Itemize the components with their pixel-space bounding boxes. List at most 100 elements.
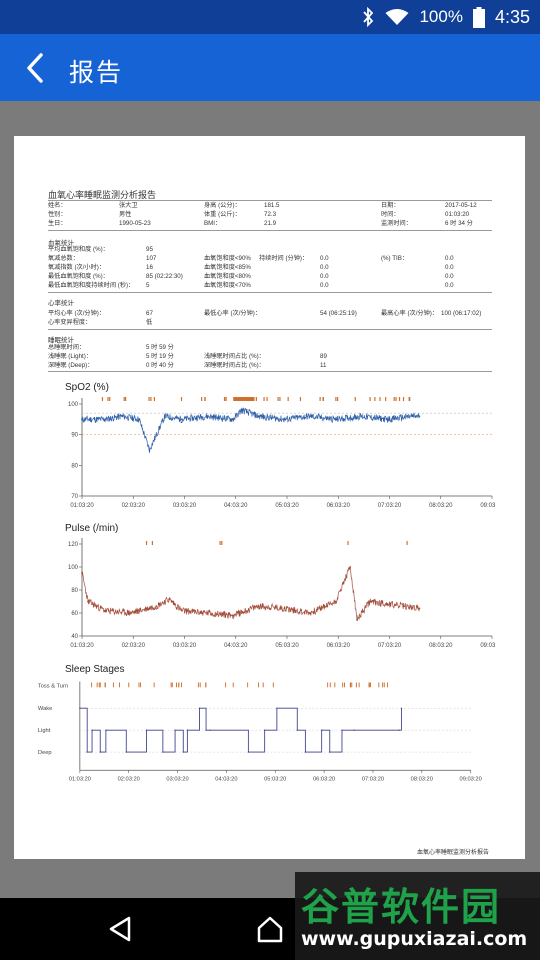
sleep-light-label: 浅睡眠 (Light)： bbox=[48, 353, 93, 360]
stat-value: 0.0 bbox=[445, 255, 454, 262]
nav-home-button[interactable] bbox=[240, 898, 300, 960]
data-point bbox=[155, 605, 158, 607]
data-point bbox=[148, 449, 151, 451]
data-point bbox=[418, 415, 421, 418]
stat-value: 85 (02:22:30) bbox=[146, 273, 183, 280]
data-point bbox=[91, 729, 93, 731]
data-point bbox=[411, 415, 414, 418]
nav-back-button[interactable] bbox=[90, 898, 150, 960]
event-mark bbox=[342, 682, 344, 688]
event-mark bbox=[151, 541, 154, 545]
data-point bbox=[105, 729, 107, 731]
stat-value: 0.0 bbox=[320, 282, 329, 289]
divider bbox=[48, 329, 492, 330]
time-value: 01:03:20 bbox=[445, 211, 470, 218]
event-mark bbox=[374, 397, 376, 401]
x-tick-label: 03:03:20 bbox=[173, 643, 197, 649]
event-mark bbox=[98, 682, 100, 688]
event-mark bbox=[337, 397, 339, 401]
data-point bbox=[356, 619, 358, 621]
data-point bbox=[400, 707, 403, 709]
sleep-chart-title: Sleep Stages bbox=[65, 664, 125, 675]
x-tick-label: 07:03:20 bbox=[362, 777, 384, 783]
sleep-deep-value: 0 时 40 分 bbox=[146, 362, 174, 369]
data-point bbox=[257, 605, 260, 607]
stat-value: 107 bbox=[146, 255, 157, 262]
stat-label: 最低血氧饱和度 (%)： bbox=[48, 273, 109, 280]
stat-value: 16 bbox=[146, 264, 153, 271]
y-tick-label: 70 bbox=[71, 494, 78, 500]
x-tick-label: 03:03:20 bbox=[166, 777, 188, 783]
divider bbox=[48, 292, 492, 293]
data-point bbox=[163, 415, 166, 418]
hr-stats-title: 心率统计 bbox=[48, 300, 74, 307]
x-tick-label: 06:03:20 bbox=[313, 777, 335, 783]
name-value: 张大卫 bbox=[119, 202, 138, 209]
stat-value: 0.0 bbox=[320, 273, 329, 280]
birth-label: 生日： bbox=[48, 220, 67, 227]
data-point bbox=[334, 418, 337, 421]
data-point bbox=[79, 707, 81, 709]
pulse-chart: 120 100 80 60 40 01:03:20 02:03:20 03:03:20 04:0… bbox=[68, 538, 496, 649]
event-mark bbox=[329, 682, 331, 688]
event-mark bbox=[247, 682, 249, 688]
battery-percent: 100% bbox=[419, 7, 463, 26]
event-mark bbox=[150, 397, 152, 401]
data-point bbox=[145, 729, 148, 731]
sleep-deep-pct-value: 11 bbox=[320, 362, 327, 369]
sleep-light-pct-label: 浅睡眠时间占比 (%)： bbox=[204, 353, 265, 360]
x-tick-label: 07:03:20 bbox=[378, 643, 402, 649]
event-mark bbox=[263, 397, 265, 401]
event-mark bbox=[277, 397, 279, 401]
event-mark bbox=[395, 397, 397, 401]
event-mark bbox=[128, 682, 130, 688]
data-point bbox=[304, 751, 307, 753]
x-tick-label: 09:03:20 bbox=[480, 503, 496, 509]
stat-label: 持续时间 (分钟)： bbox=[259, 255, 309, 262]
spo2-chart: 100 90 80 70 01:03:20 02:03:20 03:03:20 04:03:2… bbox=[68, 397, 496, 509]
document-viewer[interactable]: 血氧心率睡眠监测分析报告 姓名： 张大卫 身高 (公分)： 181.5 日期： … bbox=[0, 101, 540, 898]
y-tick-label: 120 bbox=[68, 542, 79, 548]
height-value: 181.5 bbox=[264, 202, 280, 209]
data-point bbox=[87, 600, 89, 603]
event-mark bbox=[358, 682, 360, 688]
x-tick-label: 02:03:20 bbox=[118, 777, 140, 783]
gender-label: 性别： bbox=[48, 211, 67, 218]
birth-value: 1990-05-23 bbox=[119, 220, 151, 227]
data-point bbox=[104, 609, 106, 612]
stat-value: 0.0 bbox=[445, 273, 454, 280]
back-triangle-icon bbox=[109, 916, 131, 942]
event-mark bbox=[204, 397, 206, 401]
stat-label: 氧减总数： bbox=[48, 255, 79, 262]
event-mark bbox=[378, 682, 380, 688]
back-button[interactable] bbox=[18, 51, 52, 85]
data-point bbox=[206, 612, 209, 614]
event-mark bbox=[171, 682, 173, 688]
event-mark bbox=[153, 682, 155, 688]
x-tick-label: 02:03:20 bbox=[122, 503, 146, 509]
data-point bbox=[198, 707, 201, 709]
chevron-left-icon bbox=[27, 53, 43, 83]
event-mark bbox=[266, 397, 268, 401]
data-point bbox=[309, 415, 311, 418]
time-label: 时间： bbox=[381, 211, 400, 218]
stat-label: 血氧饱和度<70% bbox=[204, 282, 251, 289]
stat-label: (%) TIB： bbox=[381, 255, 409, 262]
date-value: 2017-05-12 bbox=[445, 202, 477, 209]
stage-label: Deep bbox=[38, 750, 52, 756]
stat-label: 最低血氧饱和度持续时间 (秒)： bbox=[48, 282, 135, 289]
data-point bbox=[174, 729, 176, 731]
event-mark bbox=[379, 397, 381, 401]
data-point bbox=[240, 409, 243, 412]
hr-avg-value: 67 bbox=[146, 310, 153, 317]
sleep-deep-label: 深睡眠 (Deep)： bbox=[48, 362, 94, 369]
data-point bbox=[283, 418, 286, 421]
data-point bbox=[206, 415, 209, 418]
y-tick-label: 80 bbox=[71, 588, 78, 594]
report-page[interactable]: 血氧心率睡眠监测分析报告 姓名： 张大卫 身高 (公分)： 181.5 日期： … bbox=[14, 136, 525, 859]
weight-value: 72.3 bbox=[264, 211, 277, 218]
y-tick-label: 40 bbox=[71, 634, 78, 640]
data-point bbox=[181, 418, 183, 421]
event-mark bbox=[233, 397, 255, 401]
event-mark bbox=[287, 397, 289, 401]
